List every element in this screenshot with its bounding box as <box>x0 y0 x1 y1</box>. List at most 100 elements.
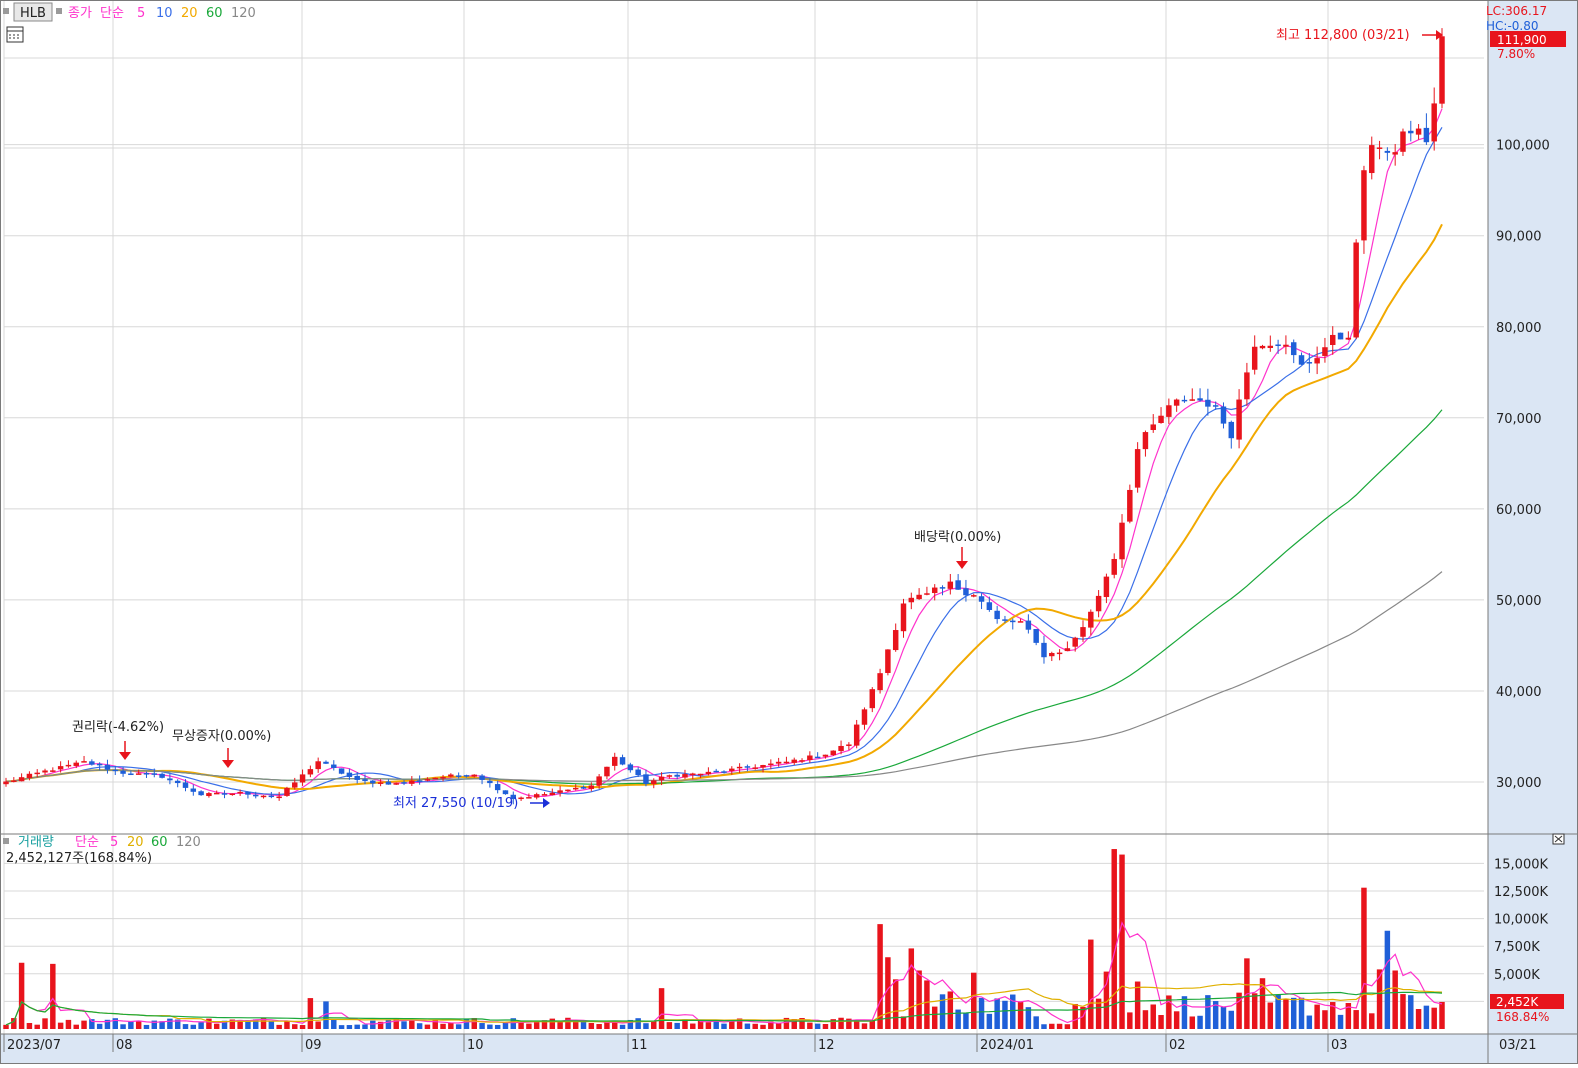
volume-bar <box>1111 849 1117 1029</box>
candle-body <box>18 777 25 782</box>
volume-tick-label: 5,000K <box>1494 968 1540 983</box>
volume-legend-label: 거래량 <box>18 835 54 850</box>
candle-body <box>120 770 126 774</box>
volume-bar <box>448 1022 454 1029</box>
candle-body <box>1088 611 1094 628</box>
table-icon[interactable] <box>6 26 24 43</box>
volume-bar <box>245 1020 251 1029</box>
candle-body <box>627 764 634 771</box>
volume-bar <box>182 1024 189 1029</box>
last-price: 111,900 <box>1497 33 1547 47</box>
price-tick-label: 50,000 <box>1496 594 1542 609</box>
volume-ratio: 168.84% <box>1496 1010 1549 1024</box>
annotation-dividend: 배당락(0.00%) <box>914 530 1001 569</box>
candle-body <box>1353 242 1359 338</box>
volume-bar <box>1298 997 1305 1029</box>
candle-body <box>1431 103 1437 142</box>
volume-bar <box>73 1024 79 1029</box>
volume-bar <box>213 1023 220 1029</box>
vol-ma120-legend: 120 <box>176 835 201 850</box>
candle-body <box>783 761 790 764</box>
volume-bar <box>315 1021 321 1029</box>
candle-body <box>557 790 563 793</box>
volume-bar <box>377 1021 384 1029</box>
volume-bar <box>533 1021 540 1029</box>
candle-body <box>814 756 821 759</box>
ticker-label[interactable]: HLB <box>20 6 46 21</box>
volume-bar <box>206 1018 212 1029</box>
volume-bar <box>1283 998 1289 1029</box>
volume-bar <box>42 1018 48 1029</box>
candle-body <box>276 796 282 799</box>
volume-bar <box>612 1021 618 1029</box>
candle-body <box>1283 344 1289 347</box>
candle-body <box>729 768 735 771</box>
volume-bar <box>159 1021 165 1029</box>
volume-bar <box>1423 1005 1430 1029</box>
volume-bar <box>455 1024 462 1029</box>
volume-bar <box>799 1018 805 1029</box>
volume-bar <box>994 998 1000 1029</box>
volume-bar <box>34 1024 40 1029</box>
volume-bar <box>424 1024 431 1029</box>
volume-bar <box>50 963 56 1029</box>
candle-body <box>1025 620 1032 630</box>
candle-body <box>424 779 431 781</box>
volume-bar <box>1205 995 1211 1029</box>
date-tick-label: 2023/07 <box>7 1038 61 1053</box>
volume-bar <box>1236 992 1242 1029</box>
candle-body <box>42 770 48 773</box>
candle-body <box>463 775 470 777</box>
volume-bar <box>409 1019 415 1029</box>
candle-body <box>658 776 665 781</box>
candle-body <box>401 782 407 784</box>
candle-body <box>237 791 243 794</box>
candle-body <box>409 780 415 784</box>
volume-bar <box>1259 978 1266 1029</box>
candle-body <box>1127 489 1133 522</box>
volume-bar <box>1267 1002 1274 1029</box>
candle-body <box>1345 337 1352 340</box>
volume-bar <box>1369 1013 1375 1029</box>
volume-bar <box>1158 1015 1164 1029</box>
candle-body <box>190 788 197 792</box>
candle-body <box>1056 652 1063 655</box>
volume-bar <box>1064 1024 1071 1029</box>
volume-ma-legend: 단순 <box>75 835 99 850</box>
candle-body <box>292 782 298 788</box>
candle-body <box>1111 558 1117 575</box>
candle-body <box>284 787 290 796</box>
candle-body <box>861 709 868 725</box>
volume-bar <box>947 991 954 1029</box>
volume-bar <box>682 1019 688 1029</box>
date-axis-panel <box>0 1034 1578 1064</box>
volume-bar <box>1002 1000 1008 1029</box>
rights-label: 권리락(-4.62%) <box>72 720 164 735</box>
volume-bar <box>775 1022 782 1029</box>
volume-bar <box>572 1022 579 1029</box>
annotation-bonus: 무상증자(0.00%) <box>172 729 271 768</box>
volume-bar <box>1408 995 1414 1029</box>
volume-bar <box>362 1024 368 1029</box>
close-icon[interactable] <box>1552 833 1565 845</box>
candle-body <box>135 773 142 775</box>
date-tick-label: 03 <box>1331 1038 1348 1053</box>
candle-body <box>253 794 259 797</box>
candle-body <box>393 783 399 785</box>
date-tick-label: 02 <box>1169 1038 1186 1053</box>
volume-bar <box>635 1018 641 1029</box>
volume-bar <box>939 994 946 1029</box>
candle-body <box>323 761 329 764</box>
candle-body <box>440 776 446 779</box>
candle-body <box>697 773 704 776</box>
candle-body <box>877 673 883 691</box>
volume-bar <box>253 1019 259 1029</box>
candle-body <box>643 774 649 784</box>
volume-bar <box>1017 1001 1024 1029</box>
volume-bar <box>292 1024 298 1029</box>
ticker-box[interactable] <box>13 2 53 22</box>
candle-body <box>1244 372 1250 400</box>
price-tick-label: 90,000 <box>1496 230 1542 245</box>
candle-body <box>1361 170 1367 241</box>
candle-body <box>924 593 930 595</box>
